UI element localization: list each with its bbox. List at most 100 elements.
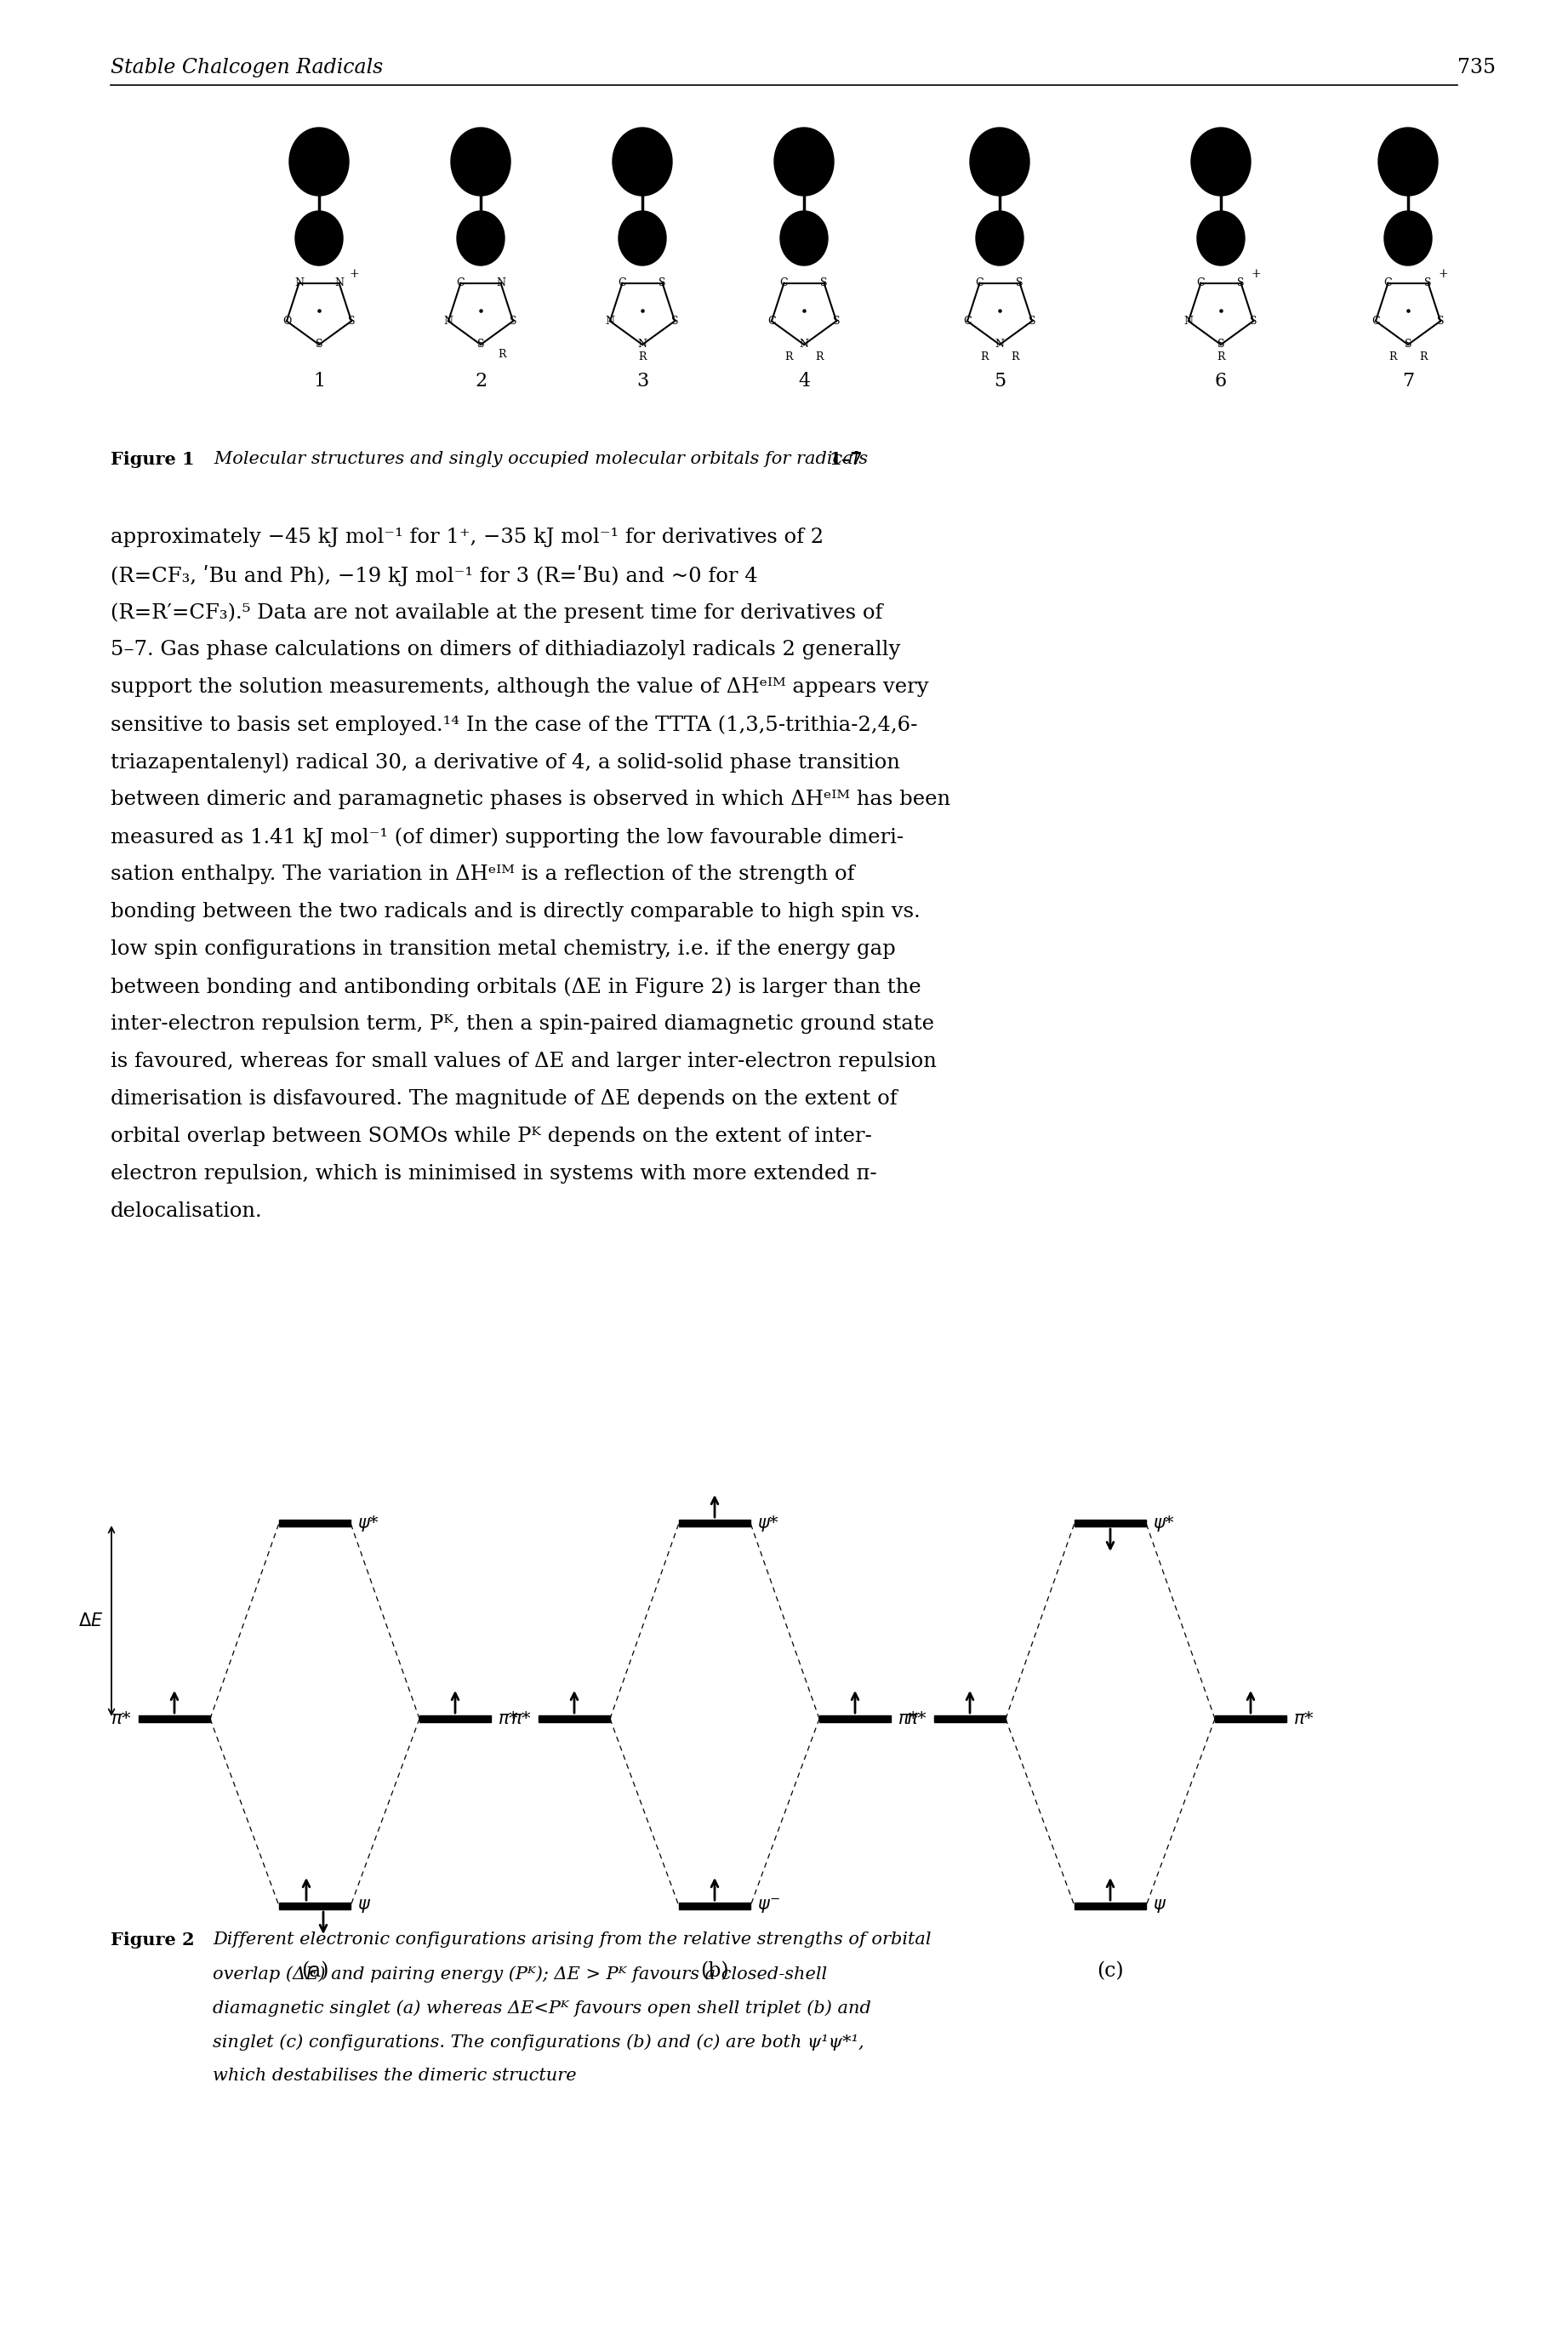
Text: C: C [975,277,983,289]
Polygon shape [1192,127,1251,195]
Polygon shape [295,212,343,266]
Text: 735: 735 [1457,59,1496,78]
Text: 4: 4 [798,371,811,390]
Polygon shape [1385,212,1432,266]
Polygon shape [1196,212,1245,266]
Text: S: S [833,315,840,327]
Text: is favoured, whereas for small values of ΔE and larger inter-electron repulsion: is favoured, whereas for small values of… [111,1051,936,1072]
Text: Molecular structures and singly occupied molecular orbitals for radicals: Molecular structures and singly occupied… [198,451,873,468]
Text: 7: 7 [1402,371,1414,390]
Text: N: N [638,339,648,350]
Text: $\pi$*: $\pi$* [1294,1712,1314,1728]
Text: singlet (c) configurations. The configurations (b) and (c) are both ψ¹ψ*¹,: singlet (c) configurations. The configur… [213,2034,864,2050]
Text: O: O [282,315,292,327]
Text: S: S [1237,277,1245,289]
Bar [679,1902,751,1909]
Text: S: S [1436,315,1444,327]
Bar [679,1519,751,1526]
Bar [279,1519,351,1526]
Text: inter-electron repulsion term, Pᴷ, then a spin-paired diamagnetic ground state: inter-electron repulsion term, Pᴷ, then … [111,1013,935,1034]
Text: electron repulsion, which is minimised in systems with more extended π-: electron repulsion, which is minimised i… [111,1164,877,1183]
Bar [538,1716,610,1723]
Text: Figure 2: Figure 2 [111,1933,194,1949]
Text: 1–7: 1–7 [828,451,862,468]
Bar [935,1716,1005,1723]
Bar [1074,1519,1146,1526]
Text: S: S [1424,277,1432,289]
Text: approximately −45 kJ mol⁻¹ for 1⁺, −35 kJ mol⁻¹ for derivatives of 2: approximately −45 kJ mol⁻¹ for 1⁺, −35 k… [111,527,823,548]
Text: which destabilises the dimeric structure: which destabilises the dimeric structure [213,2067,577,2083]
Polygon shape [452,127,511,195]
Text: dimerisation is disfavoured. The magnitude of ΔE depends on the extent of: dimerisation is disfavoured. The magnitu… [111,1089,897,1110]
Polygon shape [1378,127,1438,195]
Text: R: R [1389,350,1397,362]
Text: 5–7. Gas phase calculations on dimers of dithiadiazolyl radicals 2 generally: 5–7. Gas phase calculations on dimers of… [111,639,900,658]
Text: R: R [1419,350,1427,362]
Text: N: N [605,315,615,327]
Text: C: C [767,315,776,327]
Text: S: S [510,315,517,327]
Text: triazapentalenyl) radical 30, a derivative of 4, a solid-solid phase transition: triazapentalenyl) radical 30, a derivati… [111,752,900,771]
Text: N: N [444,315,453,327]
Text: +: + [1439,268,1449,280]
Text: $\psi$*: $\psi$* [757,1514,779,1533]
Text: N: N [495,277,505,289]
Text: S: S [348,315,354,327]
Text: $\psi$*: $\psi$* [1152,1514,1174,1533]
Text: low spin configurations in transition metal chemistry, i.e. if the energy gap: low spin configurations in transition me… [111,940,895,959]
Text: diamagnetic singlet (a) whereas ΔE<Pᴷ favours open shell triplet (b) and: diamagnetic singlet (a) whereas ΔE<Pᴷ fa… [213,2001,872,2017]
Bar [1074,1902,1146,1909]
Polygon shape [781,212,828,266]
Text: (a): (a) [301,1961,329,1982]
Text: N: N [1184,315,1193,327]
Text: N: N [800,339,809,350]
Bar [279,1902,351,1909]
Text: C: C [1385,277,1392,289]
Text: S: S [820,277,828,289]
Text: C: C [1196,277,1204,289]
Polygon shape [618,212,666,266]
Text: (R=CF₃, ʹBu and Ph), −19 kJ mol⁻¹ for 3 (R=ʹBu) and ~0 for 4: (R=CF₃, ʹBu and Ph), −19 kJ mol⁻¹ for 3 … [111,564,757,585]
Text: 3: 3 [637,371,649,390]
Text: S: S [1405,339,1411,350]
Text: S: S [671,315,679,327]
Bar [820,1716,891,1723]
Text: measured as 1.41 kJ mol⁻¹ (of dimer) supporting the low favourable dimeri-: measured as 1.41 kJ mol⁻¹ (of dimer) sup… [111,828,903,846]
Text: between bonding and antibonding orbitals (ΔE in Figure 2) is larger than the: between bonding and antibonding orbitals… [111,976,920,997]
Polygon shape [613,127,673,195]
Text: support the solution measurements, although the value of ΔHᵉᴵᴹ appears very: support the solution measurements, altho… [111,677,928,696]
Text: S: S [659,277,666,289]
Bar [138,1716,210,1723]
Text: R: R [1217,350,1225,362]
Text: S: S [315,339,323,350]
Text: R: R [980,350,988,362]
Polygon shape [456,212,505,266]
Polygon shape [971,127,1030,195]
Polygon shape [289,127,348,195]
Text: (R=R′=CF₃).⁵ Data are not available at the present time for derivatives of: (R=R′=CF₃).⁵ Data are not available at t… [111,602,883,623]
Text: $\psi$: $\psi$ [1152,1897,1167,1914]
Text: +: + [1251,268,1261,280]
Text: N: N [334,277,343,289]
Text: (c): (c) [1098,1961,1124,1982]
Text: overlap (ΔE) and pairing energy (Pᴷ); ΔE > Pᴷ favours a closed-shell: overlap (ΔE) and pairing energy (Pᴷ); ΔE… [213,1965,826,1982]
Text: between dimeric and paramagnetic phases is observed in which ΔHᵉᴵᴹ has been: between dimeric and paramagnetic phases … [111,790,950,809]
Text: +: + [350,268,359,280]
Text: $\pi$*: $\pi$* [906,1712,927,1728]
Text: Different electronic configurations arising from the relative strengths of orbit: Different electronic configurations aris… [213,1933,931,1947]
Text: R: R [784,350,793,362]
Text: $\pi$*: $\pi$* [111,1712,132,1728]
Text: $\psi$: $\psi$ [358,1897,372,1914]
Text: $\pi$*: $\pi$* [511,1712,532,1728]
Text: R: R [638,350,646,362]
Text: $\psi$*: $\psi$* [358,1514,379,1533]
Text: orbital overlap between SOMOs while Pᴷ depends on the extent of inter-: orbital overlap between SOMOs while Pᴷ d… [111,1126,872,1147]
Polygon shape [975,212,1024,266]
Polygon shape [775,127,834,195]
Text: S: S [1029,315,1035,327]
Text: bonding between the two radicals and is directly comparable to high spin vs.: bonding between the two radicals and is … [111,903,920,922]
Bar [419,1716,491,1723]
Text: $\pi$*: $\pi$* [497,1712,519,1728]
Text: $\psi^{-}$: $\psi^{-}$ [757,1897,781,1916]
Text: R: R [499,348,506,360]
